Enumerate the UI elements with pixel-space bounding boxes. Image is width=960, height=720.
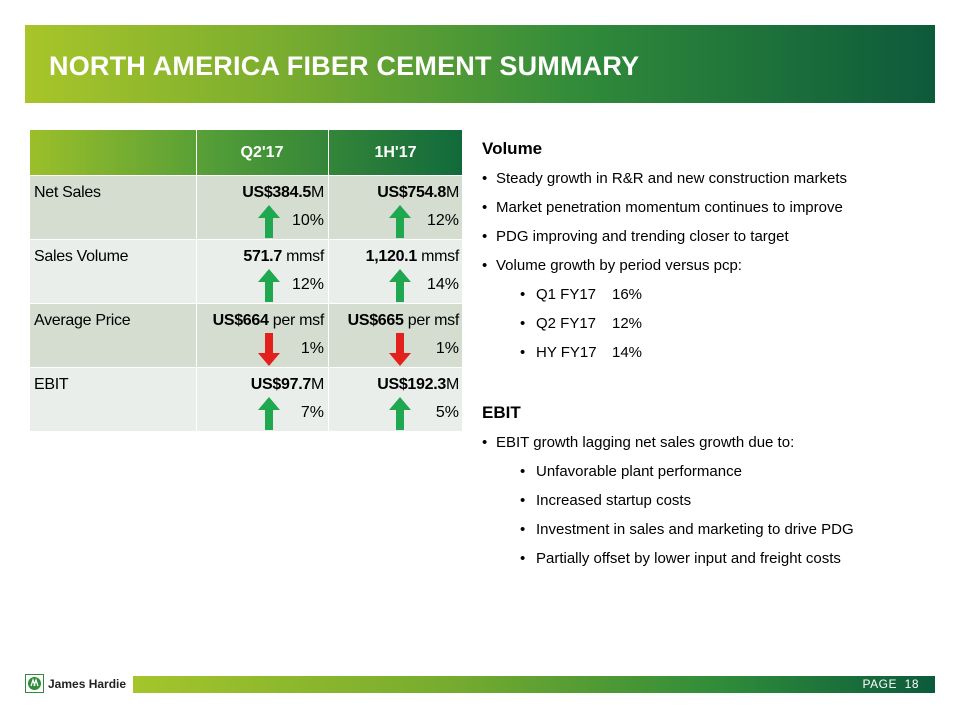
volume-bullet: • Steady growth in R&R and new constructi…	[482, 170, 847, 187]
q2-arrow-up-icon	[258, 205, 280, 238]
row-label: Average Price	[34, 312, 131, 329]
period-growth-item: • Q2 FY17 12%	[520, 315, 643, 332]
h1-arrow-up-icon	[389, 269, 411, 302]
brand-logo: James Hardie	[25, 674, 130, 694]
page-title: NORTH AMERICA FIBER CEMENT SUMMARY	[49, 51, 640, 81]
h1-value: US$754.8M	[377, 184, 459, 201]
footer-bar: PAGE 18	[133, 676, 935, 693]
h1-change: 1%	[435, 340, 459, 357]
ebit-sub-bullet: • Increased startup costs	[520, 492, 692, 509]
h1-arrow-up-icon	[389, 397, 411, 430]
period-growth-item: • HY FY17 14%	[520, 344, 643, 361]
q2-value: US$97.7M	[250, 376, 325, 393]
volume-bullet: • Market penetration momentum continues t…	[482, 199, 843, 216]
ebit-sub-bullet: • Investment in sales and marketing to dr…	[520, 521, 854, 538]
summary-table: Q2'17 1H'17 Net Sales US$384.5M US$754.8…	[30, 130, 462, 432]
q2-arrow-up-icon	[258, 397, 280, 430]
brand-name: James Hardie	[48, 677, 127, 691]
page-number: PAGE 18	[862, 677, 919, 691]
ebit-sub-bullet: • Partially offset by lower input and fre…	[520, 550, 841, 567]
h1-value: US$665 per msf	[347, 312, 460, 329]
h1-change: 12%	[426, 212, 459, 229]
ebit-bullet: • EBIT growth lagging net sales growth du…	[482, 434, 795, 451]
row-label: Sales Volume	[34, 248, 129, 265]
h1-arrow-down-icon	[389, 333, 411, 366]
q2-arrow-down-icon	[258, 333, 280, 366]
table-header: Q2'17 1H'17	[30, 130, 462, 175]
q2-arrow-up-icon	[258, 269, 280, 302]
volume-heading: Volume	[482, 139, 543, 158]
column-header-1h: 1H'17	[374, 144, 417, 161]
row-label: Net Sales	[34, 184, 101, 201]
column-header-q2: Q2'17	[240, 144, 284, 161]
table-row-net-sales: Net Sales US$384.5M US$754.8M 10% 12%	[30, 176, 462, 239]
q2-value: US$664 per msf	[212, 312, 325, 329]
title-banner: NORTH AMERICA FIBER CEMENT SUMMARY	[25, 25, 935, 103]
q2-value: US$384.5M	[242, 184, 324, 201]
q2-change: 10%	[291, 212, 324, 229]
q2-change: 12%	[291, 276, 324, 293]
q2-value: 571.7 mmsf	[243, 248, 324, 265]
table-row-sales-volume: Sales Volume 571.7 mmsf 1,120.1 mmsf 12%…	[30, 240, 462, 303]
q2-change: 1%	[300, 340, 324, 357]
table-row-ebit: EBIT US$97.7M US$192.3M 7% 5%	[30, 368, 462, 431]
ebit-sub-bullet: • Unfavorable plant performance	[520, 463, 742, 480]
h1-change: 14%	[426, 276, 459, 293]
h1-value: US$192.3M	[377, 376, 459, 393]
q2-change: 7%	[300, 404, 324, 421]
h1-arrow-up-icon	[389, 205, 411, 238]
volume-bullet: • Volume growth by period versus pcp:	[482, 257, 742, 274]
james-hardie-logo-icon	[25, 674, 44, 693]
h1-change: 5%	[435, 404, 459, 421]
period-growth-item: • Q1 FY17 16%	[520, 286, 643, 303]
volume-bullet: • PDG improving and trending closer to ta…	[482, 228, 789, 245]
ebit-heading: EBIT	[482, 403, 521, 422]
h1-value: 1,120.1 mmsf	[365, 248, 460, 265]
table-row-average-price: Average Price US$664 per msf US$665 per …	[30, 304, 462, 367]
row-label: EBIT	[34, 376, 69, 393]
